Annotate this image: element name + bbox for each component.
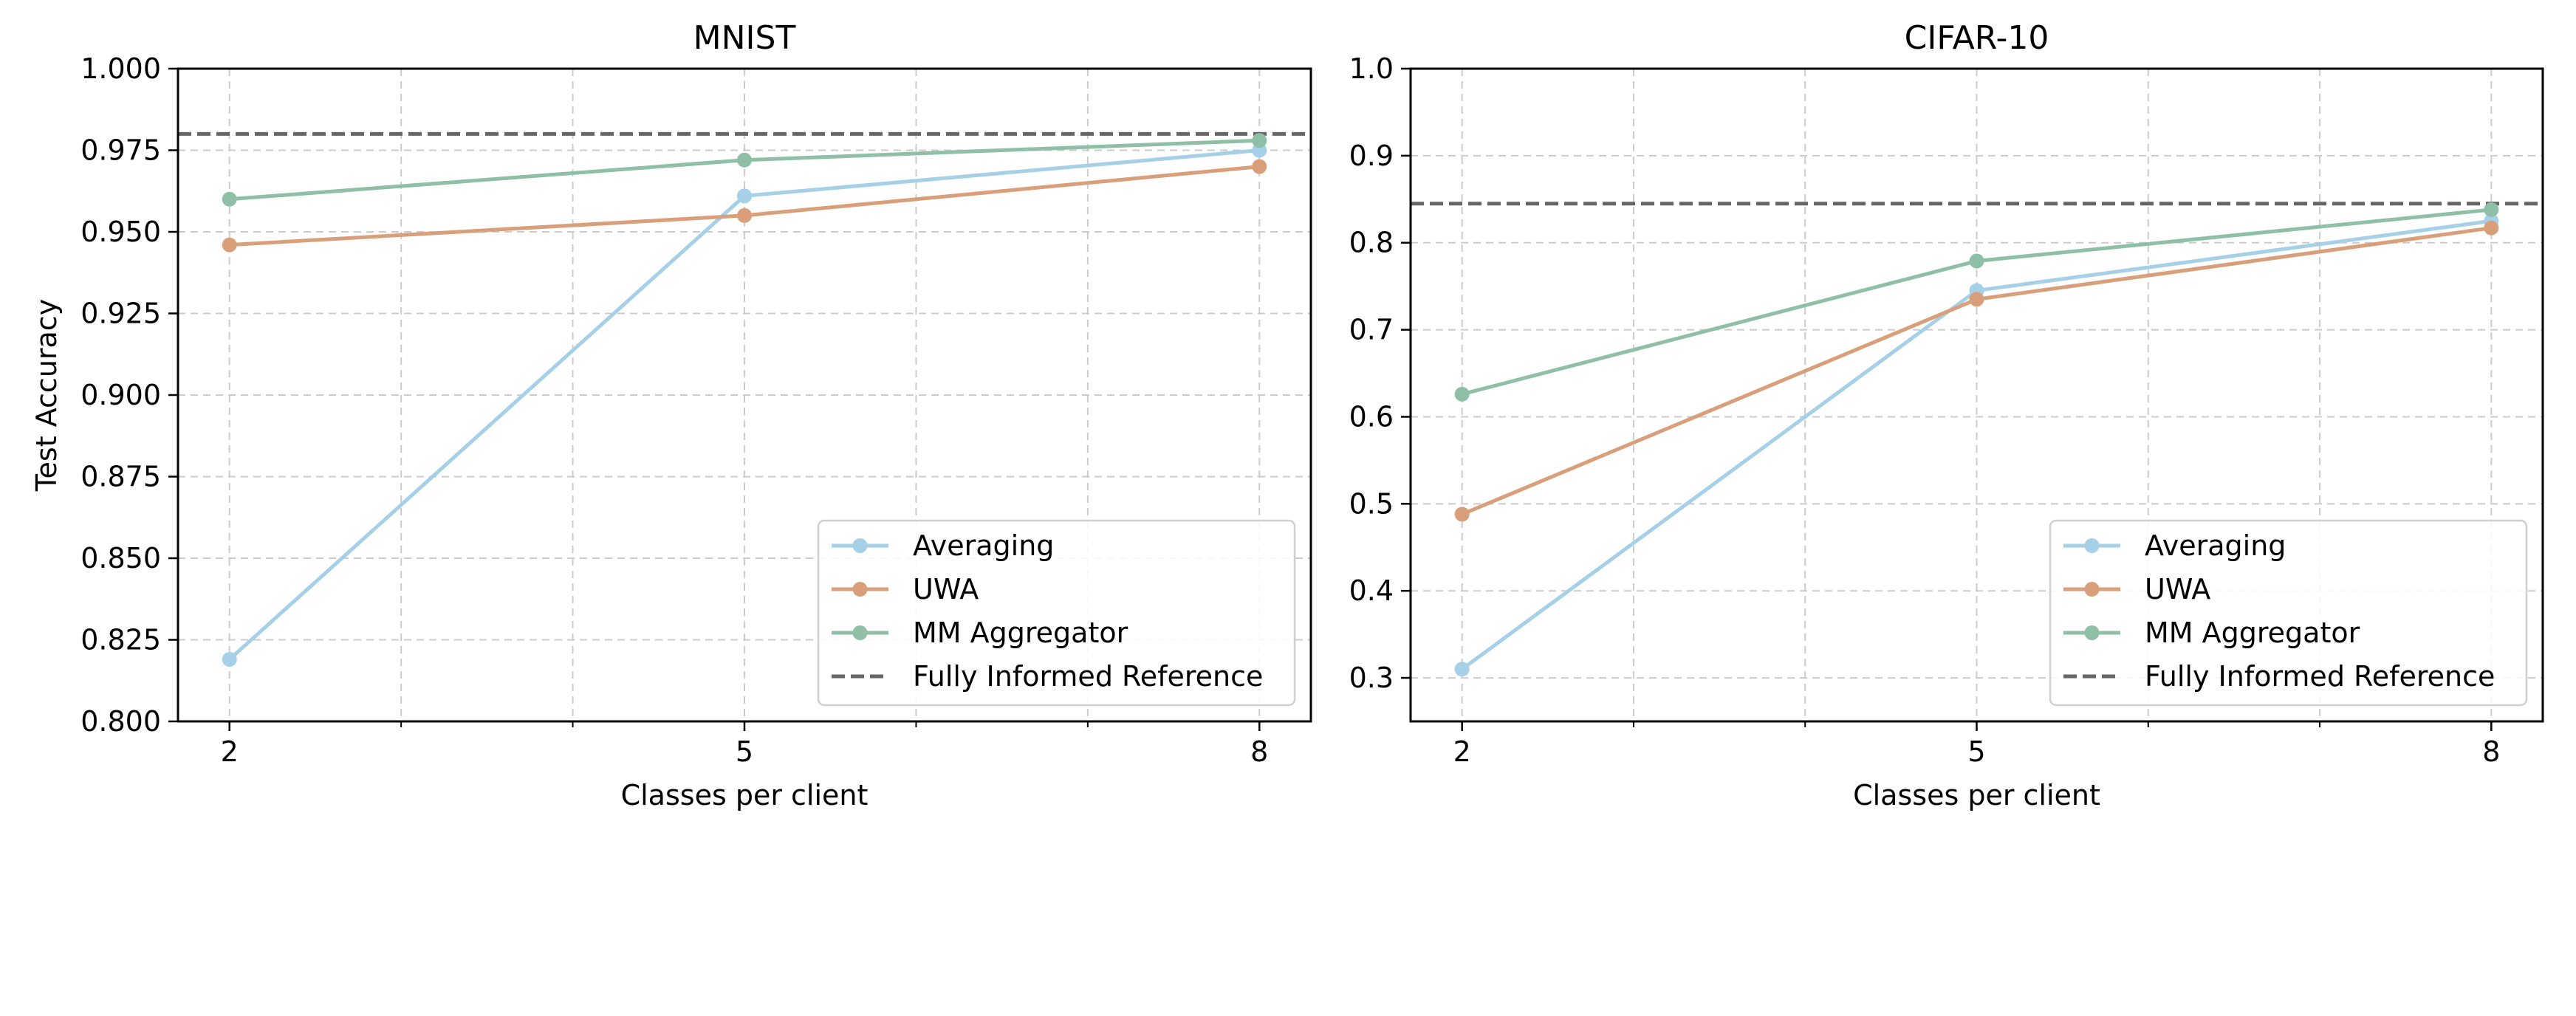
chart-title: MNIST xyxy=(693,19,796,57)
legend: Averaging UWA MM Aggregator Fully Informed … xyxy=(817,519,1296,707)
y-tick-label: 0.950 xyxy=(80,216,161,248)
y-tick-label: 1.000 xyxy=(80,52,161,85)
legend-swatch-marker xyxy=(2084,538,2100,553)
legend-label: Fully Informed Reference xyxy=(2145,660,2495,693)
data-point xyxy=(1969,253,1984,269)
y-tick-label: 0.975 xyxy=(80,134,161,167)
y-tick-label: 0.6 xyxy=(1349,400,1394,433)
y-axis-label: Test Accuracy xyxy=(30,299,63,492)
y-tick-label: 0.5 xyxy=(1349,487,1394,520)
y-tick-label: 0.3 xyxy=(1349,662,1394,694)
legend-label: Averaging xyxy=(2145,529,2286,562)
y-tick-label: 0.825 xyxy=(80,624,161,656)
data-point xyxy=(737,152,752,168)
y-tick-label: 0.7 xyxy=(1349,314,1394,346)
data-point xyxy=(1252,133,1267,148)
data-point xyxy=(1454,662,1470,677)
y-tick-label: 0.900 xyxy=(80,379,161,411)
legend-label: UWA xyxy=(2145,573,2210,605)
y-tick-label: 0.875 xyxy=(80,461,161,493)
legend-label: UWA xyxy=(913,573,979,605)
y-tick-label: 0.850 xyxy=(80,542,161,574)
x-tick-label: 8 xyxy=(1250,735,1268,768)
data-point xyxy=(222,237,237,253)
legend-box xyxy=(2049,519,2528,707)
y-tick-label: 1.0 xyxy=(1349,52,1394,85)
x-axis-label: Classes per client xyxy=(621,779,869,811)
legend-box xyxy=(817,519,1296,707)
chart-panel-2: 2 5 8 0.3 0.4 0.5 0.6 0.7 0.8 0.9 1.0 CIFAR-10 Class… xyxy=(1349,19,2544,811)
data-point xyxy=(2484,202,2499,217)
data-point xyxy=(1454,507,1470,522)
x-tick-label: 5 xyxy=(736,735,753,768)
legend-label: Averaging xyxy=(913,529,1054,562)
y-tick-label: 0.9 xyxy=(1349,140,1394,172)
x-tick-label: 2 xyxy=(221,735,239,768)
y-tick-label: 0.800 xyxy=(80,705,161,738)
legend-swatch-marker xyxy=(2084,625,2100,640)
legend-label: MM Aggregator xyxy=(2145,617,2360,649)
legend-label: Fully Informed Reference xyxy=(913,660,1263,693)
legend-swatch-marker xyxy=(852,538,868,553)
x-tick-label: 5 xyxy=(1967,735,1985,768)
y-tick-label: 0.4 xyxy=(1349,574,1394,607)
x-tick-label: 2 xyxy=(1453,735,1471,768)
data-point xyxy=(222,652,237,667)
data-point xyxy=(737,207,752,223)
legend-swatch-marker xyxy=(852,582,868,597)
chart-panel-1: 2 5 8 0.800 0.825 0.850 0.875 0.900 0.925 0.950 0.… xyxy=(30,19,1312,811)
legend-swatch-marker xyxy=(852,625,868,640)
x-axis-label: Classes per client xyxy=(1853,779,2100,811)
data-point xyxy=(1454,386,1470,402)
y-tick-label: 0.8 xyxy=(1349,227,1394,259)
data-point xyxy=(222,191,237,207)
legend-label: MM Aggregator xyxy=(913,617,1128,649)
data-point xyxy=(2484,220,2499,236)
chart-title: CIFAR-10 xyxy=(1905,19,2049,57)
data-point xyxy=(1969,292,1984,307)
legend: Averaging UWA MM Aggregator Fully Informed … xyxy=(2049,519,2528,707)
y-tick-label: 0.925 xyxy=(80,298,161,330)
data-point xyxy=(1252,159,1267,174)
legend-swatch-marker xyxy=(2084,582,2100,597)
data-point xyxy=(737,188,752,204)
x-tick-label: 8 xyxy=(2482,735,2500,768)
